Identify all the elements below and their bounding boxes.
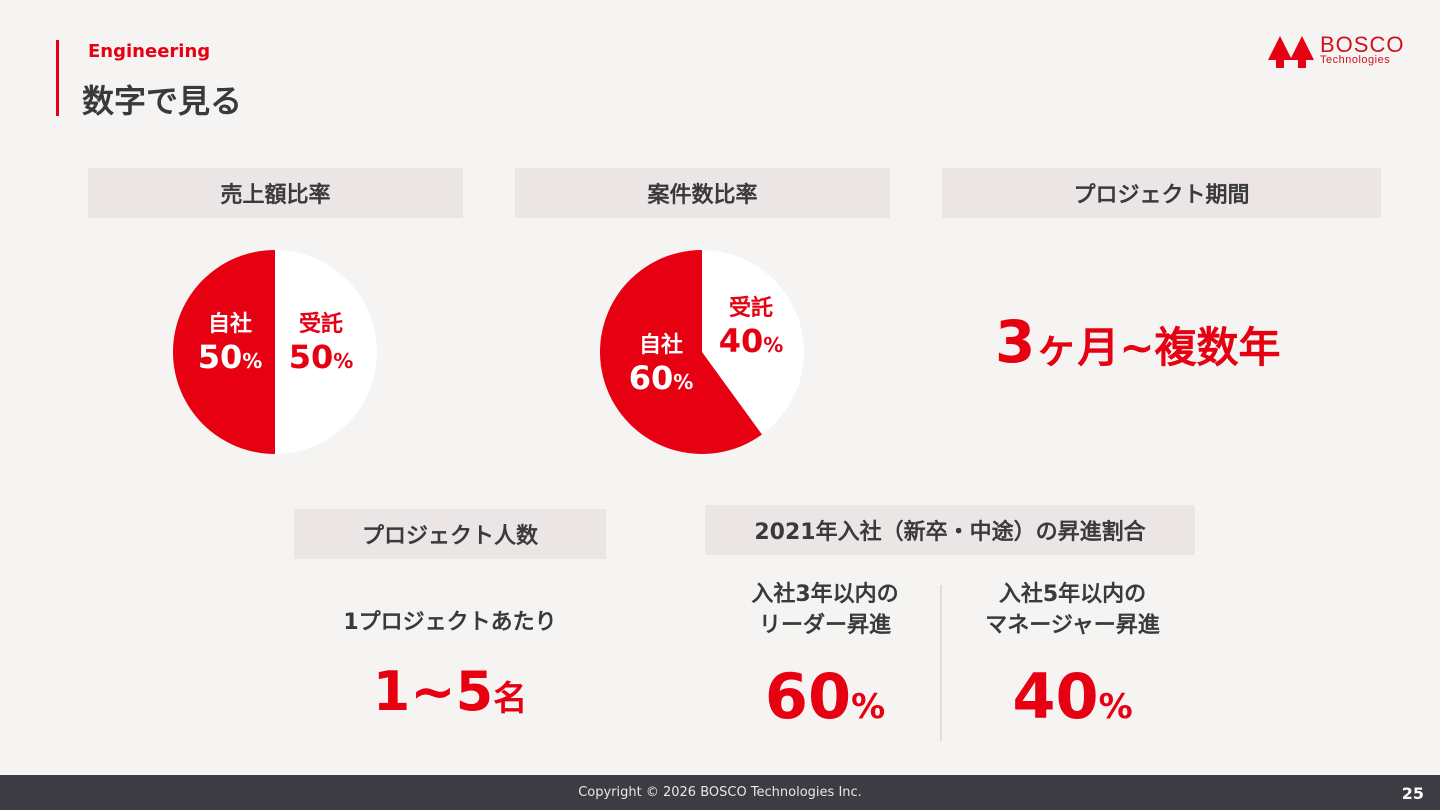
copyright: Copyright © 2026 BOSCO Technologies Inc. <box>578 785 862 800</box>
manager-value: 40% <box>1012 660 1133 733</box>
trees-logo-icon <box>1268 36 1314 68</box>
members-sub: 1プロジェクトあたり <box>343 610 557 635</box>
members-value: 1~5名 <box>372 660 528 723</box>
period-header: プロジェクト期間 <box>942 168 1381 218</box>
section-label: Engineering <box>88 41 211 62</box>
pie-slice-受託 <box>702 250 804 435</box>
pie-slice-受託 <box>275 250 377 454</box>
sales-contract-label: 受託 50% <box>288 312 354 377</box>
logo: BOSCO Technologies <box>1268 32 1408 70</box>
project-ratio-header: 案件数比率 <box>515 168 890 218</box>
sales-in-house-label: 自社 50% <box>197 312 263 377</box>
members-header: プロジェクト人数 <box>294 509 606 559</box>
sales-ratio-pie <box>173 250 377 454</box>
logo-sub: Technologies <box>1320 54 1391 66</box>
leader-value: 60% <box>764 660 886 733</box>
accent-bar <box>56 40 59 116</box>
project-in-house-label: 自社 60% <box>628 333 694 398</box>
pie-slice-自社 <box>600 250 762 454</box>
pie-slice-自社 <box>173 250 275 454</box>
leader-label: 入社3年以内の リーダー昇進 <box>751 582 899 638</box>
footer: Copyright © 2026 BOSCO Technologies Inc. <box>0 775 1440 810</box>
manager-label: 入社5年以内の マネージャー昇進 <box>985 582 1160 638</box>
sales-ratio-header: 売上額比率 <box>88 168 463 218</box>
period-value: 3ヶ月~複数年 <box>995 308 1281 376</box>
project-contract-label: 受託 40% <box>718 296 784 361</box>
logo-text: BOSCO <box>1320 32 1405 57</box>
page-number: 25 <box>1401 784 1424 803</box>
promotion-header: 2021年入社（新卒・中途）の昇進割合 <box>705 505 1195 555</box>
project-ratio-pie <box>600 250 804 454</box>
divider <box>940 585 942 741</box>
page-title: 数字で見る <box>82 82 243 120</box>
